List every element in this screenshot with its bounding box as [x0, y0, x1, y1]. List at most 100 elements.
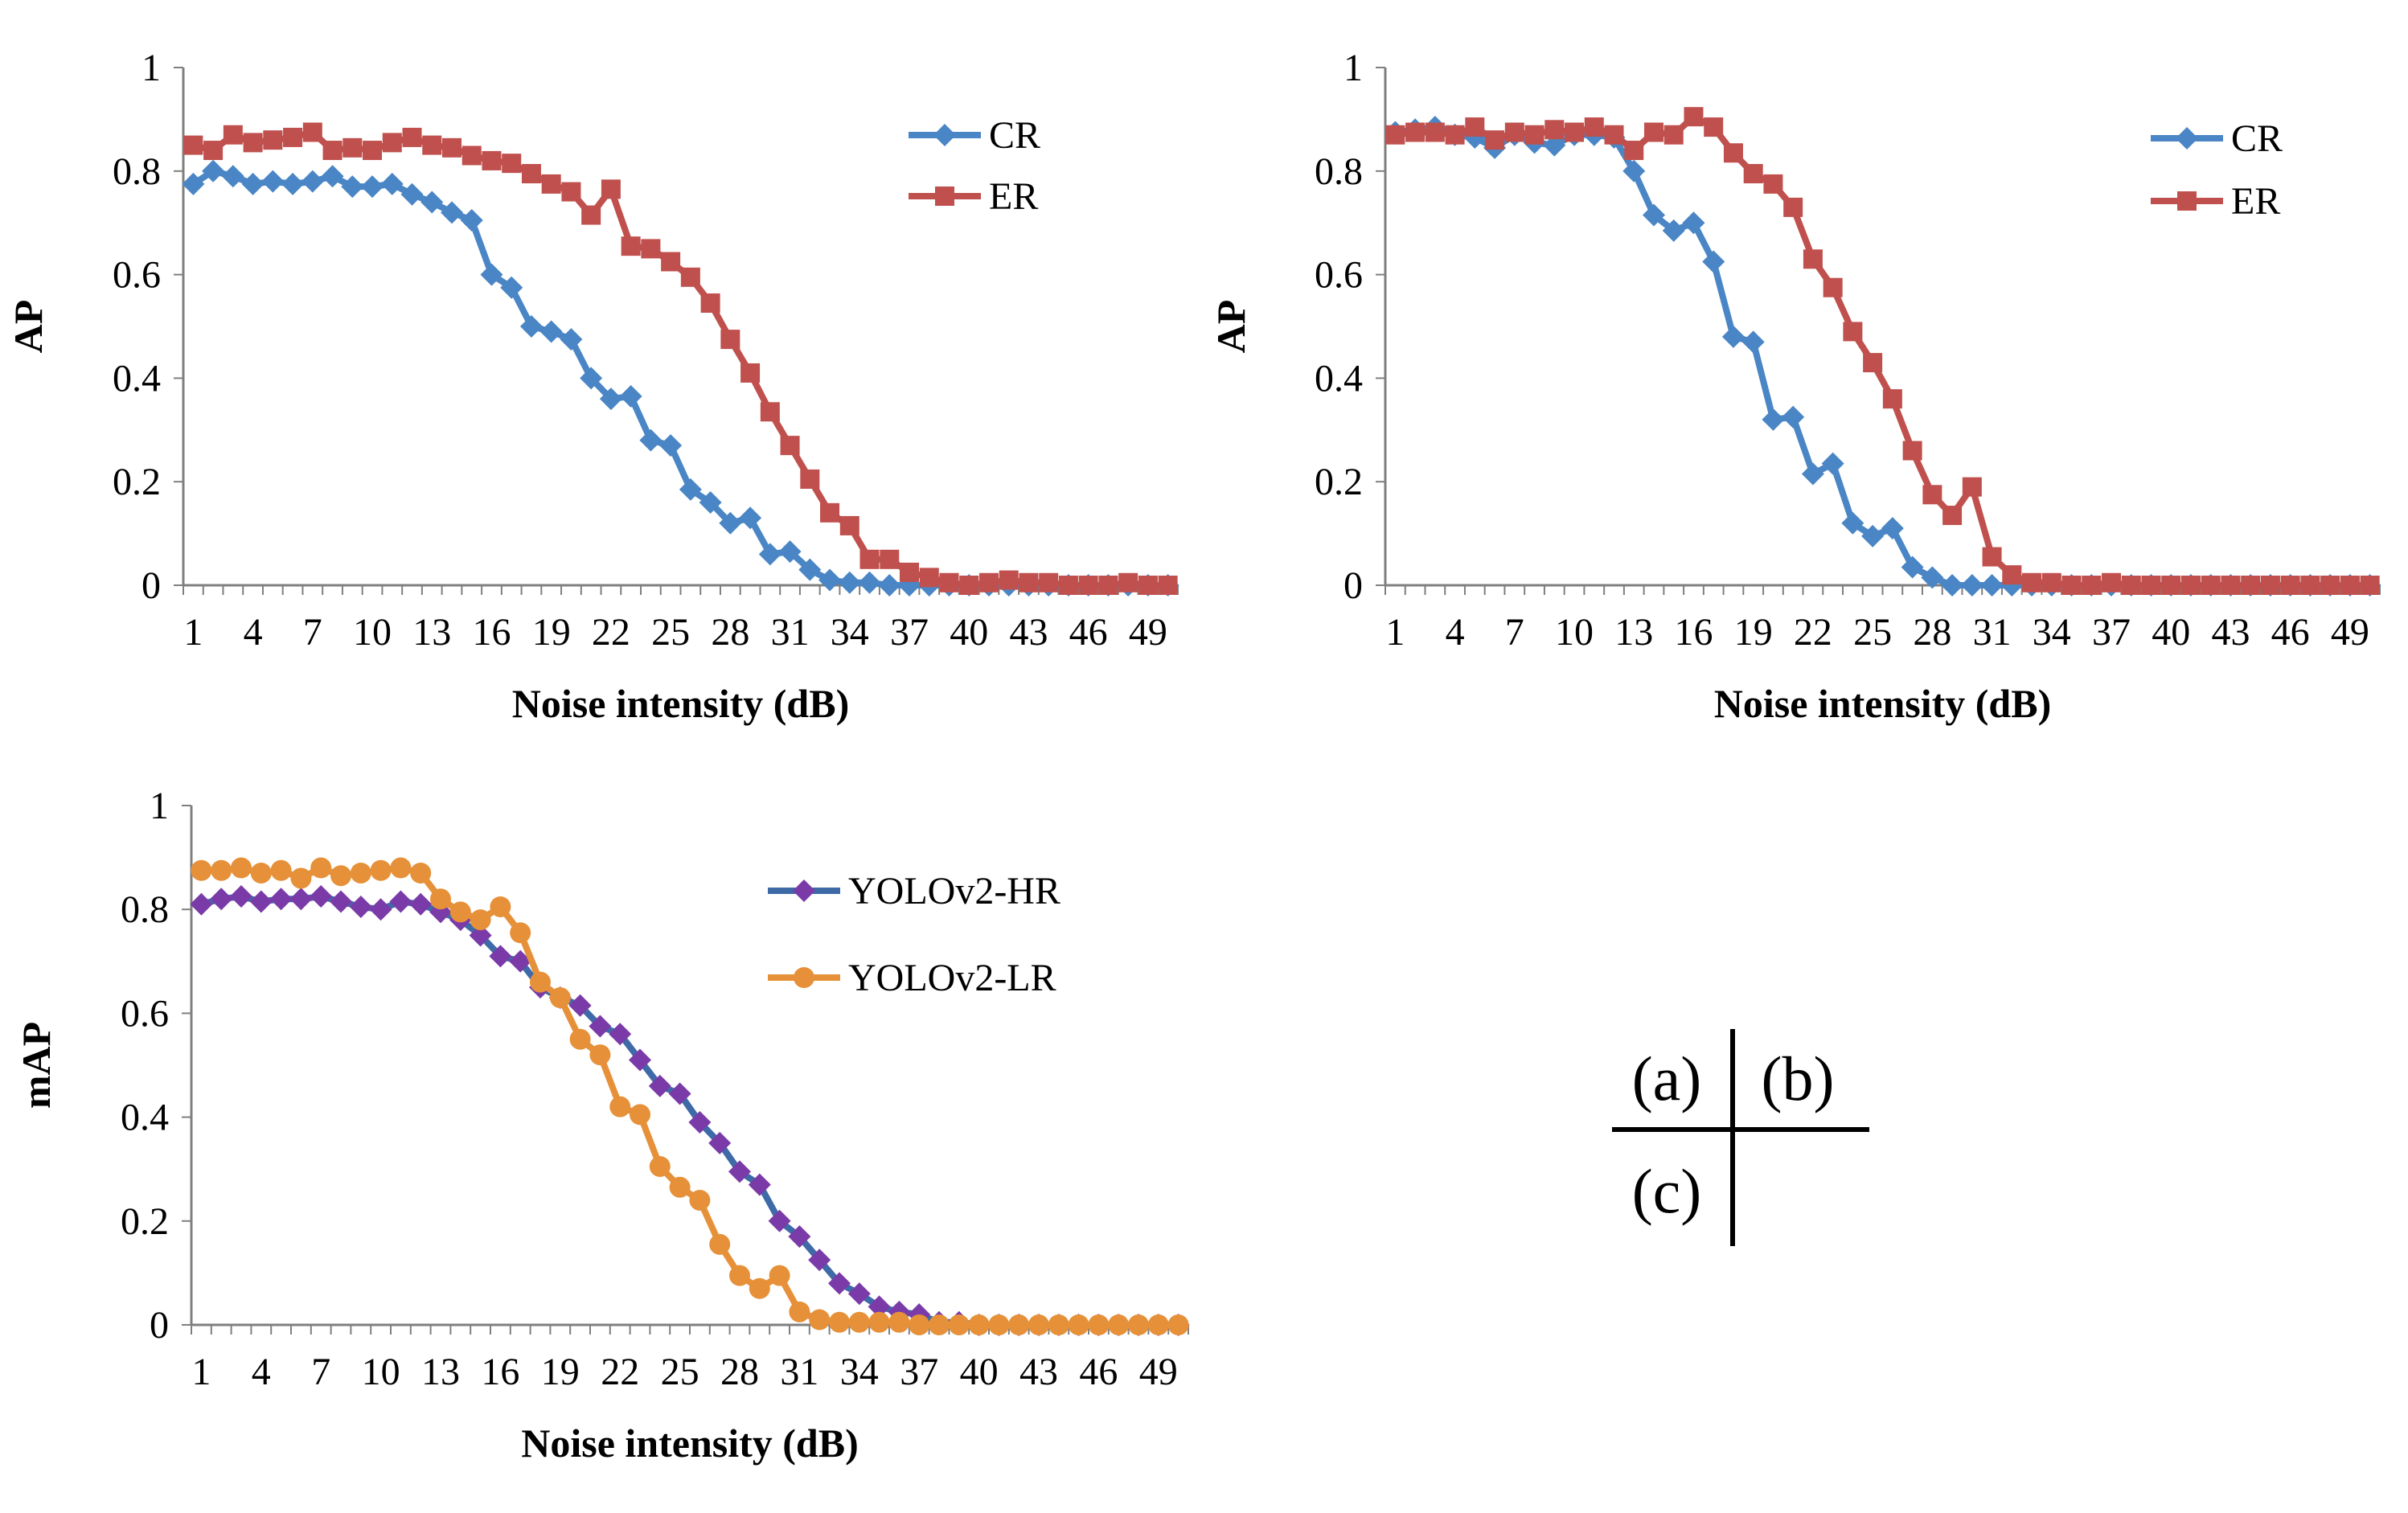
data-point: [758, 543, 781, 566]
data-point: [828, 1272, 851, 1295]
data-point: [1622, 159, 1646, 182]
data-point: [599, 387, 622, 411]
data-point: [708, 1131, 732, 1154]
y-tick-label: 0.4: [121, 1097, 169, 1139]
data-point: [621, 236, 641, 256]
series-line: [1394, 124, 2370, 588]
legend-label: YOLOv2-HR: [848, 870, 1060, 912]
data-point: [343, 137, 363, 158]
y-tick-label: 0.4: [113, 357, 161, 400]
data-point: [728, 1160, 751, 1183]
data-point: [322, 141, 343, 161]
x-tick-label: 34: [831, 611, 869, 654]
x-tick-label: 40: [2152, 611, 2190, 654]
data-point: [440, 201, 463, 224]
x-tick-label: 19: [532, 611, 571, 654]
data-point: [1704, 117, 1724, 137]
data-point: [568, 994, 592, 1017]
data-point: [1544, 120, 1565, 140]
data-point: [839, 515, 859, 535]
data-point: [469, 924, 492, 947]
data-point: [609, 1096, 631, 1117]
data-point: [230, 885, 252, 908]
x-tick-label: 34: [840, 1351, 879, 1393]
data-point: [1624, 141, 1644, 161]
data-point: [2161, 576, 2181, 595]
x-tick-label: 7: [311, 1351, 330, 1393]
data-point: [289, 888, 313, 911]
data-point: [948, 1314, 970, 1335]
data-point: [1980, 574, 2004, 597]
x-tick-label: 4: [244, 611, 263, 654]
data-point: [1405, 122, 1426, 142]
x-tick-label: 22: [1794, 611, 1832, 654]
data-point: [589, 1015, 612, 1038]
data-point: [422, 135, 442, 155]
data-point: [1098, 576, 1118, 595]
legend-marker: [935, 187, 954, 206]
data-point: [349, 895, 372, 918]
data-point: [1723, 143, 1743, 163]
x-tick-label: 28: [1913, 611, 1951, 654]
legend-marker: [2177, 191, 2197, 211]
x-tick-label: 10: [362, 1351, 400, 1393]
data-point: [449, 901, 471, 923]
data-point: [1663, 125, 1684, 145]
data-point: [1881, 517, 1904, 540]
x-tick-label: 31: [1973, 611, 2012, 654]
data-point: [669, 1176, 691, 1198]
data-point: [1465, 117, 1485, 137]
data-point: [858, 571, 881, 594]
data-point: [1445, 125, 1465, 145]
x-tick-label: 28: [720, 1351, 759, 1393]
x-tick-label: 4: [1446, 611, 1465, 654]
y-tick-label: 0.6: [1315, 254, 1363, 297]
data-point: [1902, 441, 1922, 461]
data-point: [1048, 1314, 1069, 1335]
data-point: [370, 859, 392, 881]
data-point: [1821, 452, 1844, 475]
x-tick-label: 1: [191, 1351, 211, 1393]
data-point: [2141, 576, 2161, 595]
x-tick-label: 10: [1555, 611, 1594, 654]
data-point: [490, 896, 511, 917]
x-tick-label: 28: [711, 611, 749, 654]
y-tick-label: 0: [150, 1304, 169, 1347]
panel-key: (a) (b) (c): [1612, 1029, 1869, 1246]
x-tick-label: 16: [472, 611, 511, 654]
data-point: [281, 172, 305, 195]
data-point: [1543, 133, 1566, 157]
data-point: [369, 898, 392, 921]
x-tick-label: 31: [780, 1351, 818, 1393]
data-point: [968, 1314, 990, 1335]
data-point: [909, 1314, 930, 1335]
data-point: [847, 1282, 871, 1306]
data-point: [1642, 203, 1665, 227]
x-tick-label: 7: [303, 611, 322, 654]
data-point: [541, 174, 561, 194]
data-point: [729, 1265, 750, 1286]
legend-marker: [793, 880, 815, 902]
data-point: [460, 208, 483, 232]
data-point: [1028, 1314, 1049, 1335]
legend-entry: YOLOv2-LR: [768, 957, 1056, 999]
data-point: [1385, 125, 1405, 145]
panel-key-label-a: (a): [1632, 1044, 1702, 1113]
data-point: [739, 506, 762, 530]
data-point: [1922, 485, 1942, 505]
data-point: [1504, 122, 1524, 142]
data-point: [818, 568, 842, 592]
data-point: [202, 159, 225, 182]
data-point: [1762, 408, 1785, 431]
data-point: [1604, 125, 1624, 145]
data-point: [382, 133, 402, 153]
data-point: [619, 384, 642, 408]
x-tick-label: 13: [421, 1351, 460, 1393]
data-point: [749, 1277, 770, 1299]
data-point: [680, 267, 700, 287]
data-point: [719, 511, 742, 535]
data-point: [2260, 576, 2280, 595]
y-tick-label: 1: [150, 785, 169, 827]
data-point: [2022, 572, 2042, 592]
data-point: [521, 164, 541, 184]
